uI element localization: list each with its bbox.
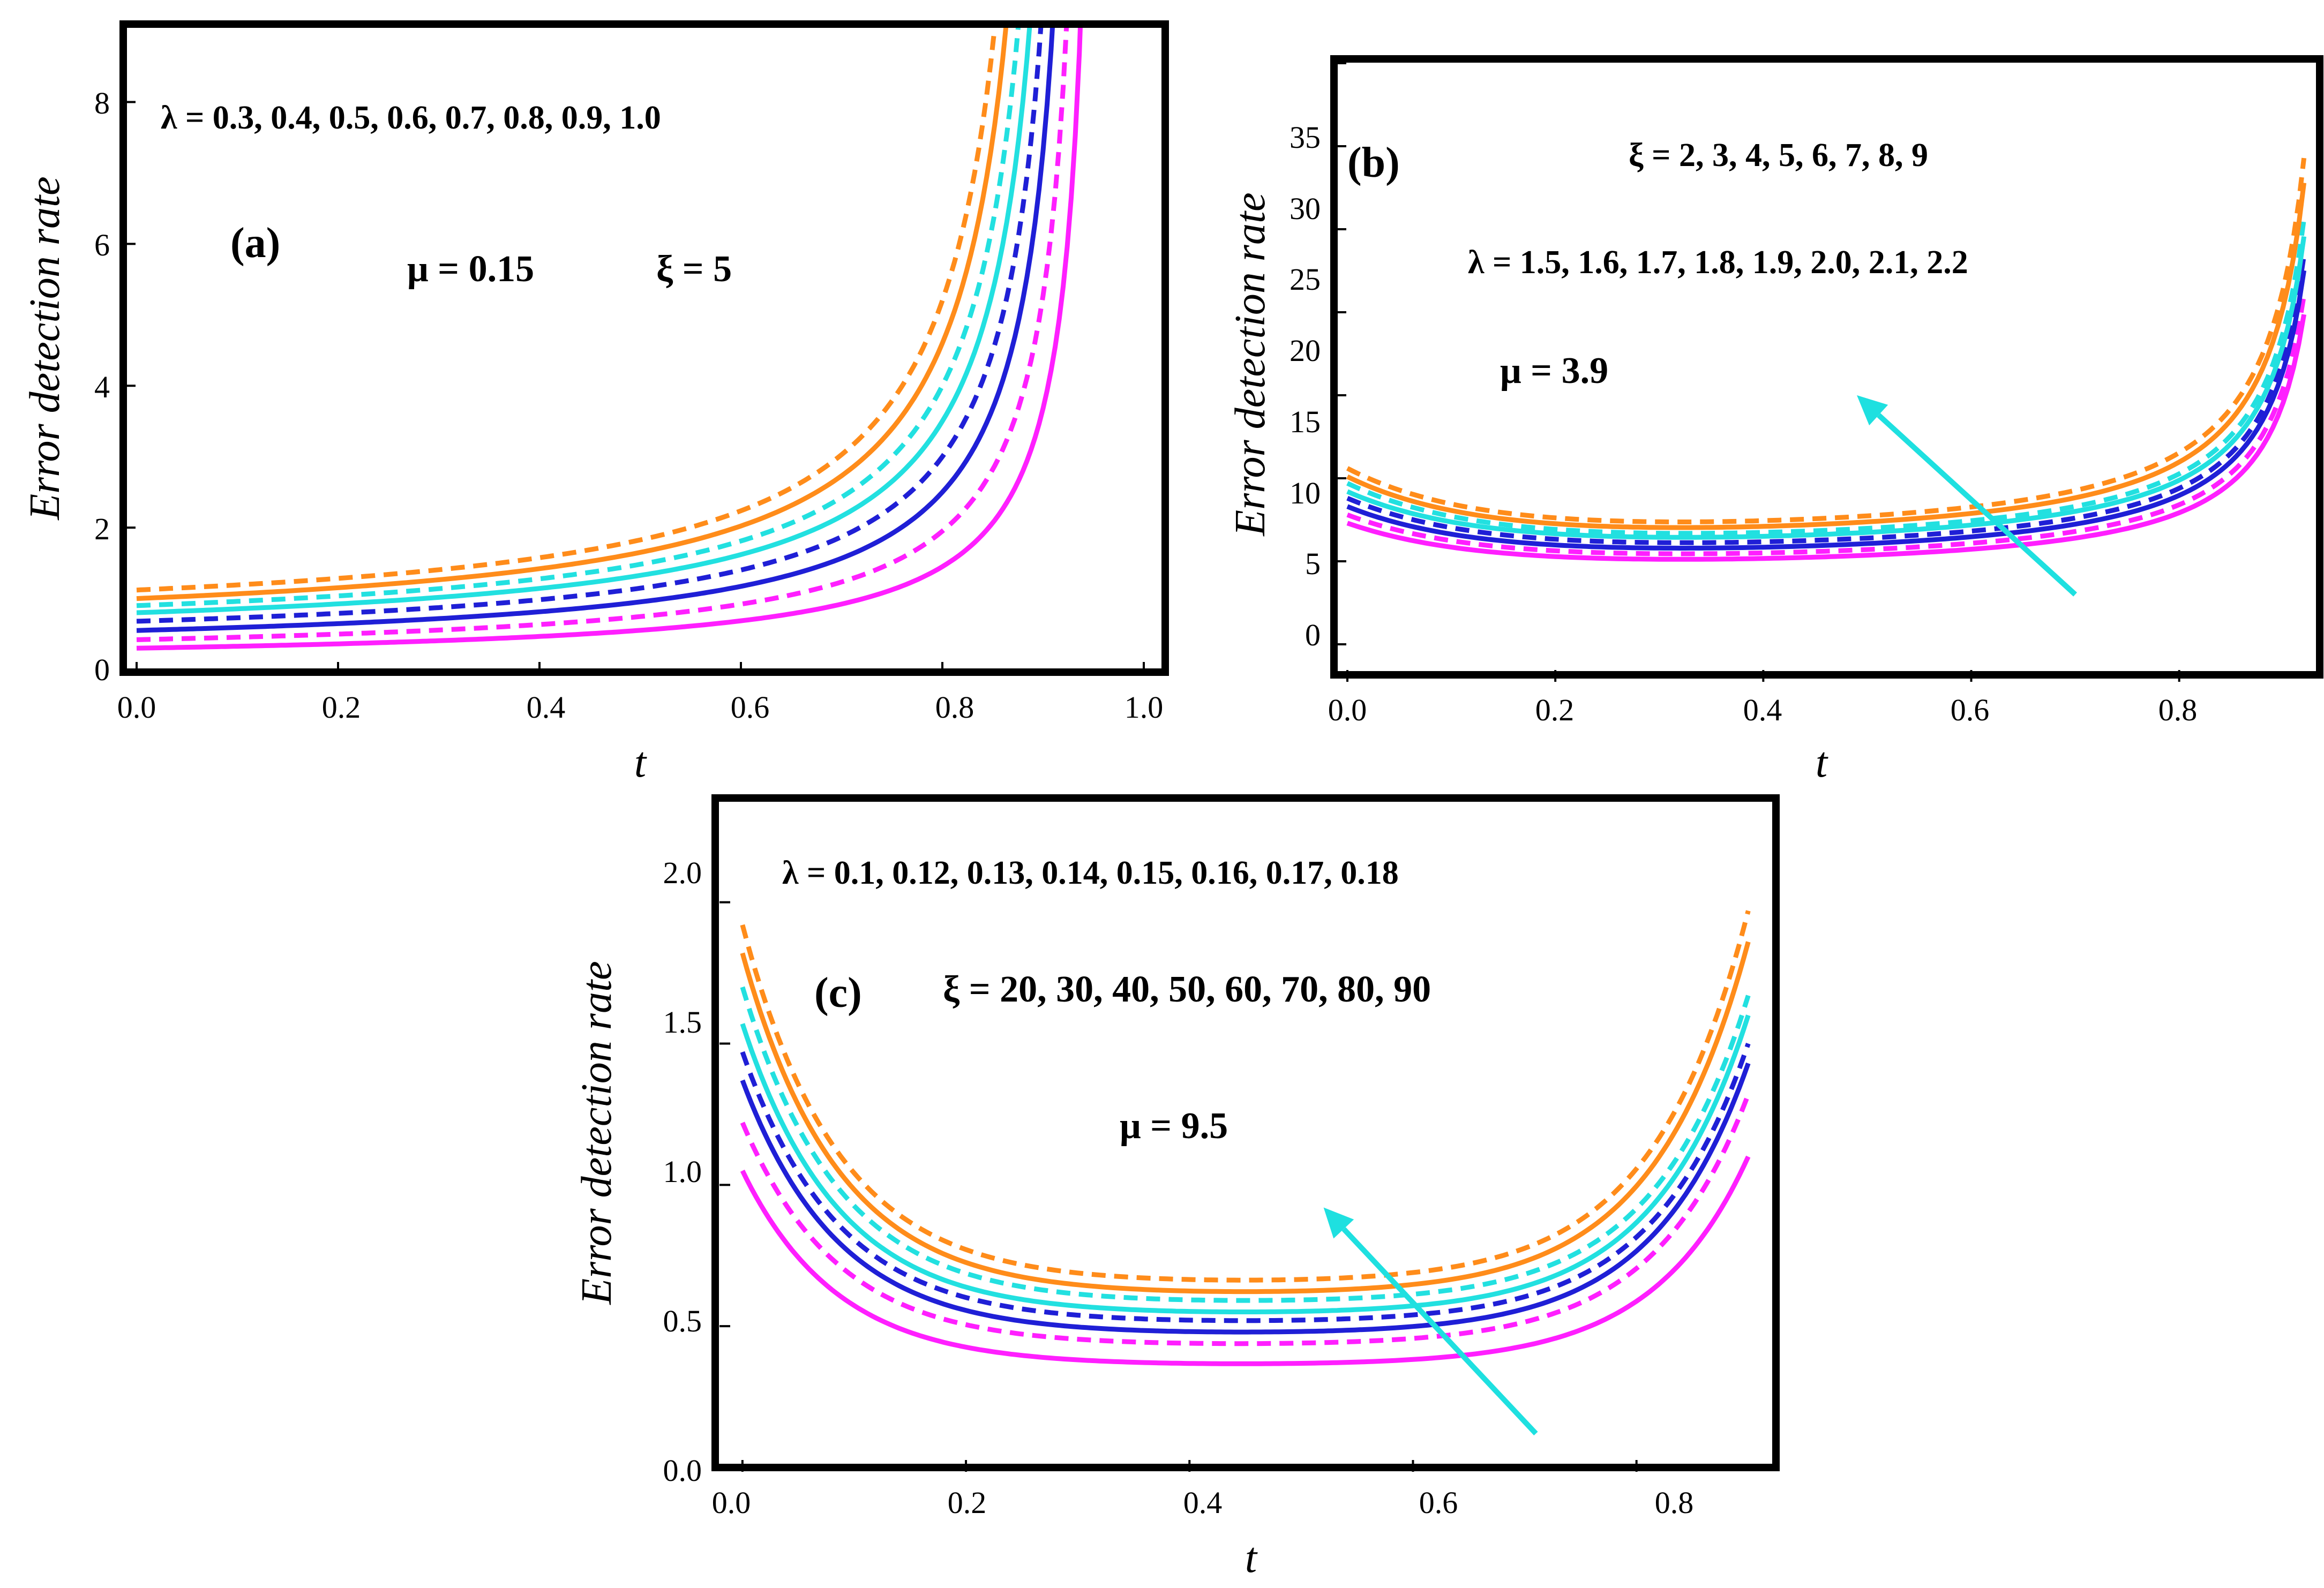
panel-a-xtick: 1.0	[1124, 690, 1164, 725]
panel-c-xtick: 0.8	[1655, 1485, 1694, 1520]
panel-a-xi-annotation: ξ = 5	[656, 249, 732, 290]
panel-c-xtick: 0.4	[1183, 1485, 1223, 1520]
series-line-c-4	[740, 1043, 1751, 1323]
panel-a-xtick: 0.0	[117, 690, 156, 725]
series-line-c-5	[740, 1014, 1751, 1314]
panel-b-series	[1346, 157, 2307, 597]
series-line-c-1	[740, 1155, 1751, 1366]
panel-c-xtick: 0.6	[1419, 1485, 1458, 1520]
panel-c-ytick: 2.0	[663, 855, 702, 890]
panel-b-ytick: 30	[1290, 191, 1321, 226]
series-line-b-7	[1346, 182, 2307, 530]
series-line-a-8	[136, 28, 998, 593]
panel-a-ytick: 0	[94, 652, 110, 687]
panel-b-xtick: 0.8	[2158, 693, 2198, 727]
series-line-b-4	[1346, 255, 2307, 545]
panel-c-frame	[711, 794, 1780, 1471]
panel-b-mu-annotation: μ = 3.9	[1500, 350, 1608, 392]
panel-b-xtick: 0.2	[1535, 693, 1575, 727]
series-line-c-6	[740, 986, 1751, 1303]
panel-b-ytick: 15	[1290, 404, 1321, 439]
panel-c-ylabel: Error detection rate	[573, 961, 620, 1305]
panel-c-xi-annotation: ξ = 20, 30, 40, 50, 60, 70, 80, 90	[943, 969, 1431, 1010]
series-line-c-7	[740, 941, 1751, 1295]
panel-b-ylabel: Error detection rate	[1227, 192, 1274, 536]
series-line-b-2	[1346, 295, 2307, 556]
panel-c-xtick: 0.2	[948, 1485, 987, 1520]
panel-b-arrow-shaft	[1877, 413, 2077, 597]
panel-a-mu-annotation: μ = 0.15	[407, 249, 534, 290]
panel-a-ytick: 6	[94, 228, 110, 262]
panel-c: 0.0 0.2 0.4 0.6 0.8 0.0 0.5 1.0 1.5 2.0 …	[573, 794, 1780, 1582]
panel-b-xtick: 0.6	[1951, 693, 1990, 727]
panel-a-xtick: 0.4	[527, 690, 566, 725]
series-line-b-3	[1346, 270, 2307, 551]
panel-c-ytick: 0.5	[663, 1304, 702, 1338]
panel-c-lambda-annotation: λ = 0.1, 0.12, 0.13, 0.14, 0.15, 0.16, 0…	[782, 855, 1399, 891]
series-line-a-7	[136, 28, 1009, 601]
panel-a: 0.0 0.2 0.4 0.6 0.8 1.0 0 2 4 6 8 Error …	[21, 20, 1169, 786]
series-line-c-8	[740, 910, 1751, 1283]
panel-b-ytick: 0	[1305, 618, 1321, 652]
panel-a-ytick: 8	[94, 86, 110, 121]
panel-a-ytick: 4	[94, 370, 110, 404]
panel-a-lambda-annotation: λ = 0.3, 0.4, 0.5, 0.6, 0.7, 0.8, 0.9, 1…	[161, 100, 661, 136]
panel-b: 0.0 0.2 0.4 0.6 0.8 0 5 10 15 20 25 30 3…	[1227, 55, 2323, 786]
series-line-a-4	[136, 28, 1044, 624]
panel-b-ytick: 5	[1305, 546, 1321, 581]
panel-a-series	[136, 28, 1083, 651]
series-line-a-3	[136, 28, 1055, 633]
panel-a-xtick: 0.2	[322, 690, 361, 725]
panel-c-ytick: 0.0	[663, 1453, 702, 1488]
panel-b-xtick: 0.0	[1328, 693, 1367, 727]
panel-b-ytick: 25	[1290, 262, 1321, 297]
series-line-a-1	[136, 28, 1083, 651]
panel-a-xtick: 0.8	[935, 690, 974, 725]
panel-b-xtick: 0.4	[1743, 693, 1782, 727]
panel-b-lambda-annotation: λ = 1.5, 1.6, 1.7, 1.8, 1.9, 2.0, 2.1, 2…	[1468, 244, 1968, 281]
panel-c-ytick: 1.0	[663, 1154, 702, 1189]
panel-c-label: (c)	[814, 969, 862, 1017]
series-line-a-6	[136, 28, 1021, 608]
series-line-a-5	[136, 28, 1032, 615]
panel-a-ticks	[125, 101, 1145, 674]
panel-a-ylabel: Error detection rate	[21, 176, 69, 520]
series-line-b-5	[1346, 236, 2307, 540]
series-line-b-6	[1346, 219, 2307, 536]
panel-a-xlabel: t	[634, 739, 647, 786]
panel-b-label: (b)	[1347, 139, 1400, 186]
panel-c-ticks	[719, 901, 1638, 1472]
series-line-b-8	[1346, 157, 2307, 524]
panel-b-xi-annotation: ξ = 2, 3, 4, 5, 6, 7, 8, 9	[1629, 137, 1928, 174]
series-line-c-3	[740, 1062, 1751, 1335]
panel-b-ytick: 10	[1290, 476, 1321, 510]
panel-c-xlabel: t	[1245, 1534, 1258, 1582]
panel-c-series	[740, 910, 1751, 1436]
panel-a-xtick: 0.6	[731, 690, 770, 725]
panel-b-ticks	[1336, 62, 2180, 682]
panel-c-ytick: 1.5	[663, 1005, 702, 1040]
panel-c-arrow-shaft	[1341, 1227, 1538, 1436]
panel-c-xtick: 0.0	[712, 1485, 751, 1520]
panel-c-arrow-head	[1323, 1207, 1354, 1239]
panel-b-frame	[1330, 55, 2323, 679]
panel-a-ytick: 2	[94, 511, 110, 546]
series-line-c-2	[740, 1093, 1751, 1346]
panel-a-label: (a)	[230, 220, 280, 267]
panel-b-ytick: 35	[1290, 120, 1321, 155]
series-line-b-1	[1346, 314, 2307, 562]
panel-b-xlabel: t	[1816, 739, 1828, 786]
panel-b-ytick: 20	[1290, 333, 1321, 368]
series-line-a-2	[136, 28, 1069, 642]
panel-c-mu-annotation: μ = 9.5	[1120, 1105, 1228, 1147]
panel-b-arrow-head	[1857, 395, 1888, 426]
